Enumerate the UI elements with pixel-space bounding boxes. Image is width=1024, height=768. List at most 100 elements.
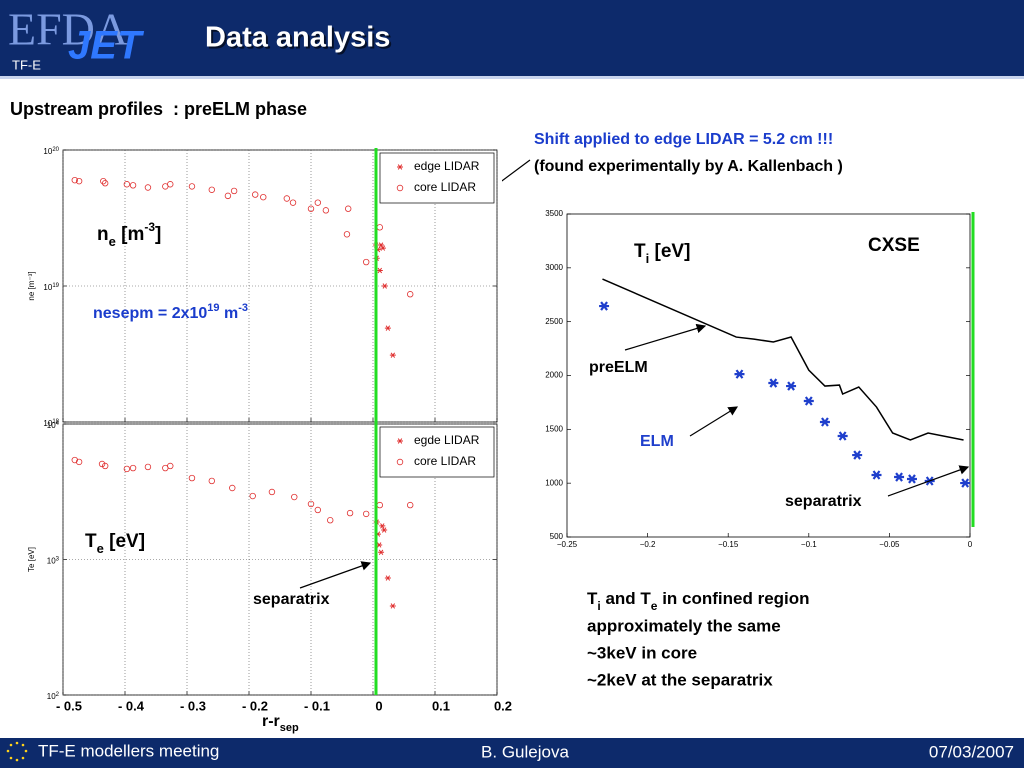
point <box>362 510 370 518</box>
y-tick-label: 3000 <box>545 263 563 272</box>
legend-box <box>379 152 495 204</box>
header-band <box>0 0 1024 76</box>
point <box>307 500 315 508</box>
point <box>188 474 196 482</box>
summary-line: ~3keV in core <box>587 643 697 662</box>
point <box>378 549 385 556</box>
point <box>345 205 352 212</box>
separatrix-label: separatrix <box>785 493 862 510</box>
y-tick-label-exp: 3 <box>56 556 60 562</box>
point <box>389 352 396 358</box>
legend-marker <box>397 164 403 170</box>
y-tick-label-exp: 18 <box>52 419 59 425</box>
footer-left: TF-E modellers meeting <box>38 741 219 760</box>
y-tick-label: 1500 <box>545 424 563 433</box>
x-tick-label: - 0.1 <box>304 698 330 713</box>
point <box>75 458 83 466</box>
x-tick-label: −0.25 <box>557 540 578 549</box>
point <box>208 477 215 485</box>
point <box>71 176 78 184</box>
x-tick-label: - 0.5 <box>56 698 82 713</box>
ti-label: Ti [eV] <box>634 241 690 266</box>
title-shadow: Data analysis <box>207 24 392 56</box>
logo-tag: TF-E <box>12 57 41 72</box>
y-tick-label: 1000 <box>545 478 563 487</box>
point <box>407 501 414 509</box>
point <box>71 456 78 464</box>
y-tick-label-base: 10 <box>47 692 56 701</box>
point <box>327 517 334 524</box>
point <box>101 180 109 187</box>
x-tick-label: −0.15 <box>718 540 739 549</box>
y-tick-label: 3500 <box>545 209 563 218</box>
point <box>343 231 351 238</box>
point <box>268 488 276 496</box>
legend-label: core LIDAR <box>414 454 476 468</box>
subtitle: Upstream profiles : preELM phase <box>10 99 307 119</box>
arrow <box>299 561 372 589</box>
point <box>289 199 297 206</box>
eu-stars <box>6 741 28 762</box>
point <box>208 186 215 193</box>
point <box>144 463 152 471</box>
summary-line: Ti and Te in confined region <box>587 589 810 613</box>
x-tick-label: 0 <box>375 698 382 713</box>
te-label: Te [eV] <box>85 531 145 556</box>
x-tick-label: −0.1 <box>801 540 817 549</box>
summary-line: approximately the same <box>587 616 781 635</box>
point <box>283 195 291 202</box>
x-tick-label: 0.1 <box>432 698 450 713</box>
footer-right: 07/03/2007 <box>929 742 1014 761</box>
y-tick-label: 103 <box>47 556 60 566</box>
series-label: ELM <box>640 433 674 450</box>
y-tick-label-base: 10 <box>43 147 52 156</box>
point <box>307 205 315 212</box>
point <box>75 177 83 185</box>
point <box>249 492 256 500</box>
point <box>291 493 298 501</box>
header-rule <box>0 76 1024 79</box>
x-tick-label: - 0.3 <box>180 698 206 713</box>
legend-label: core LIDAR <box>414 180 476 194</box>
series-line <box>602 278 964 441</box>
point <box>381 527 388 533</box>
legend-label: egde LIDAR <box>414 433 480 447</box>
footer-center: B. Gulejova <box>481 742 569 761</box>
point <box>230 187 238 195</box>
point <box>384 575 391 581</box>
logo-jet: JET <box>68 24 145 68</box>
legend-marker <box>396 184 404 192</box>
y-tick-label: 102 <box>47 692 60 702</box>
point <box>852 450 863 460</box>
note-line: (found experimentally by A. Kallenbach ) <box>534 158 843 175</box>
y-tick-label-base: 10 <box>47 557 56 566</box>
series-label: preELM <box>589 359 648 376</box>
point <box>260 193 267 201</box>
x-tick-label: 0 <box>968 540 973 549</box>
summary-line: ~2keV at the separatrix <box>587 670 773 689</box>
legend-marker <box>396 458 404 466</box>
x-tick-label: - 0.4 <box>118 698 145 713</box>
y-tick-label-exp: 2 <box>56 692 60 698</box>
point <box>389 603 396 609</box>
point <box>100 177 107 185</box>
point <box>906 474 917 484</box>
separatrix-label: separatrix <box>253 591 330 608</box>
y-tick-label-exp: 20 <box>52 147 59 153</box>
point <box>837 431 848 441</box>
y-tick-label: 500 <box>550 532 564 541</box>
point <box>407 291 414 298</box>
point <box>384 325 391 331</box>
y-tick-label: 1019 <box>43 283 59 293</box>
y-tick-label: 2500 <box>545 317 563 326</box>
point <box>819 417 830 427</box>
point <box>379 523 386 529</box>
x-tick-label: - 0.2 <box>242 698 268 713</box>
point <box>123 181 131 188</box>
point <box>381 283 388 289</box>
y-tick-label: 2000 <box>545 371 563 380</box>
legend-box <box>379 426 495 478</box>
y-tick-label: 1020 <box>43 147 59 157</box>
point <box>768 378 779 388</box>
x-tick-label: 0.2 <box>494 698 512 713</box>
